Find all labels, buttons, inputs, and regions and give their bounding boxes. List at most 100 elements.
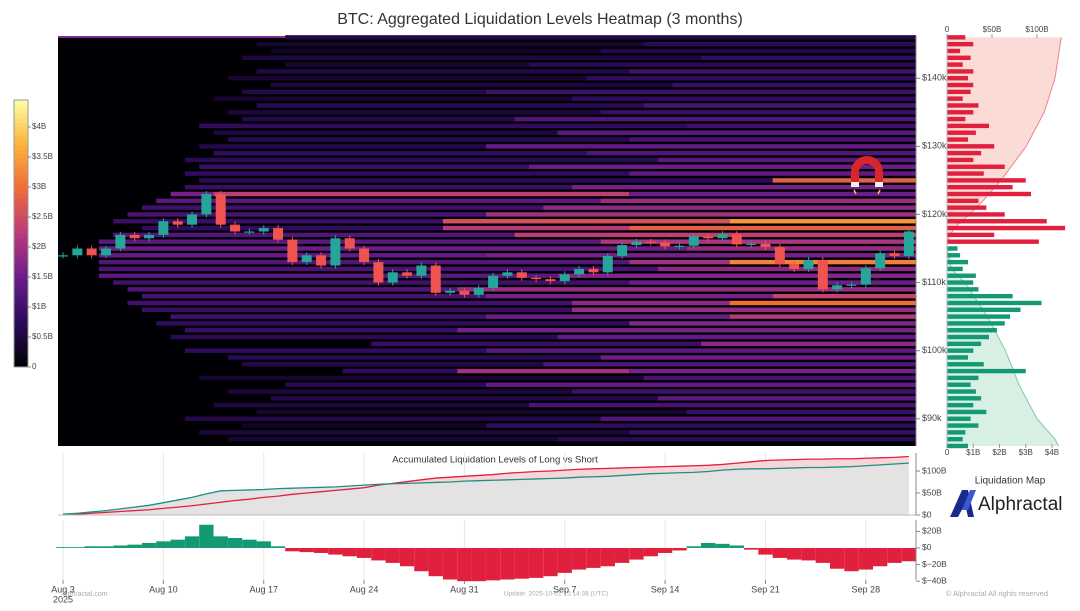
bar <box>156 541 171 548</box>
heatmap-band <box>686 123 916 129</box>
bar <box>887 547 902 563</box>
bar <box>184 536 200 548</box>
chart-title: BTC: Aggregated Liquidation Levels Heatm… <box>337 11 743 28</box>
candle <box>144 234 155 239</box>
colorbar-tick-label: $1.5B <box>32 272 53 281</box>
line <box>62 455 909 516</box>
candle <box>559 274 570 282</box>
heatmap-band <box>557 436 916 442</box>
bar <box>141 542 157 548</box>
heatmap-band <box>643 103 916 108</box>
heatmap-band <box>342 368 458 374</box>
y-tick-label: $0 <box>922 509 932 519</box>
heatmap-band <box>242 423 486 428</box>
heatmap-band <box>729 314 916 319</box>
heatmap-band <box>657 157 916 163</box>
histogram-bar <box>947 41 974 47</box>
heatmap-band <box>170 314 486 319</box>
bar <box>84 546 99 548</box>
colorbar-tick-label: $3B <box>32 182 46 191</box>
bar <box>600 547 615 567</box>
candle <box>172 221 183 225</box>
candle <box>817 260 828 290</box>
colorbar-step <box>14 166 28 172</box>
colorbar-step <box>14 273 28 279</box>
histogram-bar <box>947 348 974 353</box>
bar <box>385 547 400 563</box>
colorbar-step <box>14 113 28 119</box>
bar <box>872 547 888 567</box>
heatmap-band <box>629 191 916 197</box>
candle <box>688 236 699 246</box>
colorbar-step <box>14 100 28 105</box>
colorbar-step <box>14 304 28 310</box>
bar <box>586 547 601 568</box>
candle <box>774 247 785 265</box>
x-tick-label: Aug 24 <box>350 584 379 594</box>
heatmap-band <box>643 41 916 47</box>
heatmap-band <box>672 82 916 88</box>
heatmap-band <box>729 219 916 224</box>
bar <box>70 547 85 548</box>
histogram-bar <box>947 164 1005 169</box>
heatmap-band <box>457 368 630 374</box>
candle <box>244 231 255 233</box>
y-tick-label: $−40B <box>922 575 947 585</box>
bar <box>557 547 572 573</box>
heatmap-band <box>629 280 916 285</box>
y-tick-label: $120k <box>922 209 947 219</box>
histogram-bar <box>947 300 1042 306</box>
candle <box>674 245 685 247</box>
colorbar-step <box>14 193 28 199</box>
x-tick-label: Aug 17 <box>249 584 278 594</box>
colorbar-step <box>14 291 28 297</box>
colorbar-step <box>14 255 28 261</box>
colorbar-step <box>14 322 28 328</box>
x-tick-label: Sep 21 <box>751 584 780 594</box>
bar <box>242 539 257 548</box>
colorbar-step <box>14 331 28 337</box>
colorbar-step <box>14 135 28 141</box>
heatmap-band <box>213 150 587 156</box>
bar <box>758 547 773 555</box>
bar <box>485 547 501 581</box>
heatmap-band <box>127 212 486 217</box>
bar <box>657 547 673 553</box>
candle <box>115 234 126 249</box>
x-tick-label: Sep 14 <box>651 584 680 594</box>
colorbar-step <box>14 211 28 217</box>
heatmap-band <box>600 239 916 244</box>
bar <box>428 547 443 577</box>
candle <box>760 243 771 248</box>
bottom-tick-label: $1B <box>966 448 980 457</box>
bar <box>829 547 845 569</box>
heatmap-band <box>213 402 529 408</box>
heatmap-band <box>199 178 773 183</box>
heatmap-band <box>285 382 486 387</box>
heatmap-band <box>98 246 687 251</box>
histogram-bar <box>947 55 971 60</box>
colorbar-step <box>14 286 28 292</box>
y-tick-label: $130k <box>922 141 947 151</box>
candle <box>473 287 484 295</box>
heatmap-band <box>629 368 916 374</box>
heatmap-band <box>485 144 916 149</box>
bar <box>514 547 529 579</box>
heatmap-band <box>772 293 916 299</box>
colorbar-step <box>14 295 28 301</box>
footer-copyright: © Alphractal All rights reserved <box>946 589 1048 598</box>
heatmap-band <box>242 116 515 122</box>
histogram-bar <box>947 62 963 67</box>
colorbar-step <box>14 269 28 275</box>
heatmap-band <box>199 430 630 435</box>
colorbar-step <box>14 318 28 323</box>
candle <box>574 268 585 275</box>
y-tick-label: $100k <box>922 345 947 355</box>
colorbar-tick-label: $2B <box>32 242 46 251</box>
heatmap-band <box>600 416 916 421</box>
bar <box>528 547 544 578</box>
candle <box>703 236 714 239</box>
heatmap-band <box>571 307 916 312</box>
y-tick-label: $−20B <box>922 559 947 569</box>
bar <box>285 547 300 552</box>
